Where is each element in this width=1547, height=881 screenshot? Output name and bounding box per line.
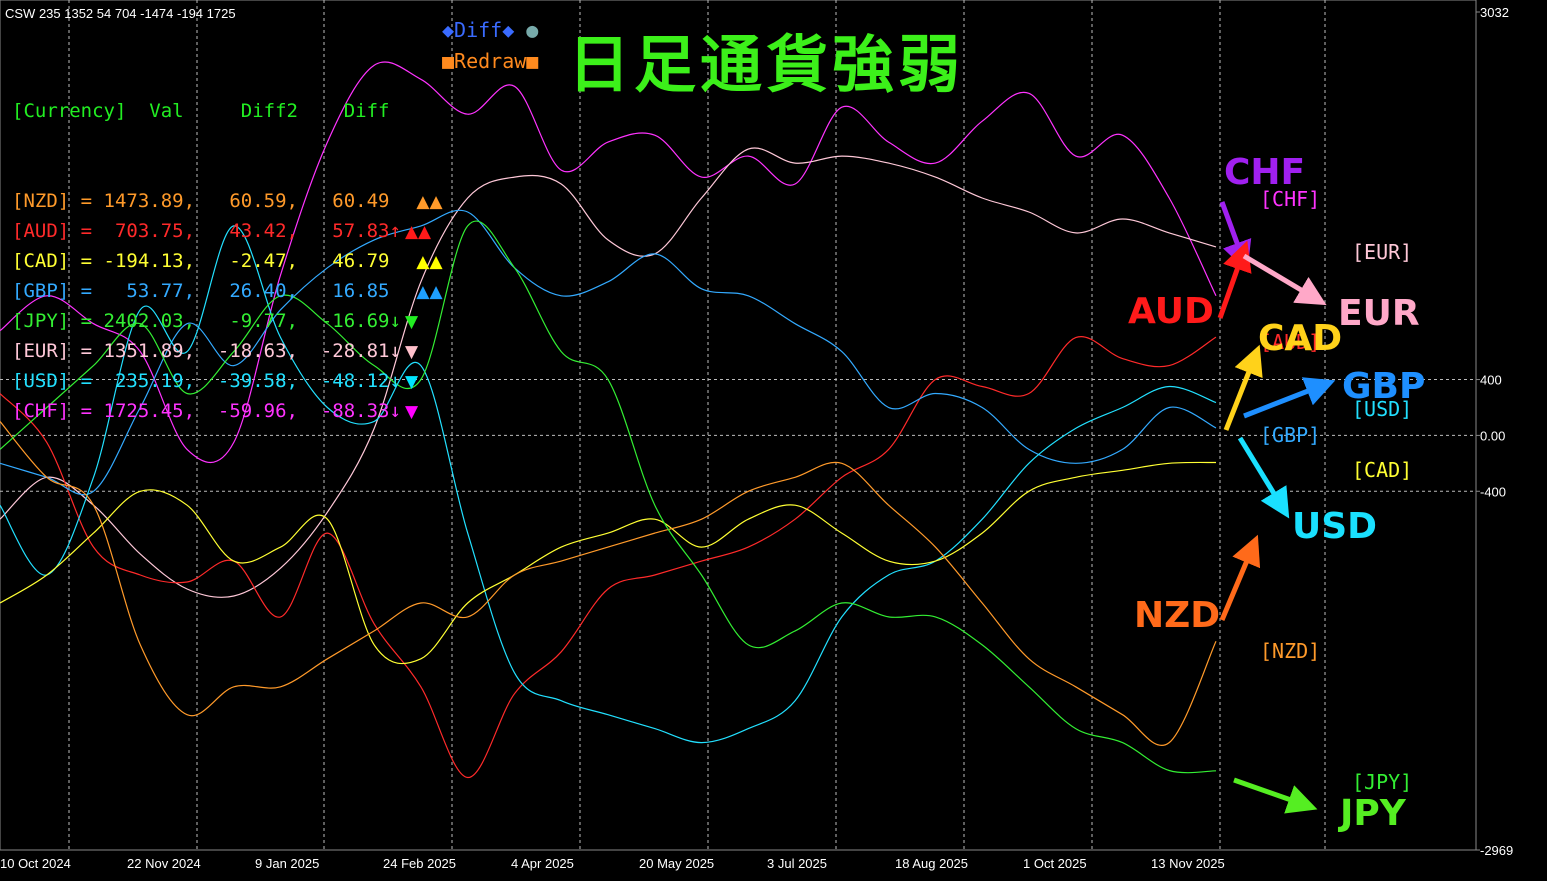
currency-big-label: NZD bbox=[1134, 595, 1220, 636]
currency-big-label: GBP bbox=[1342, 366, 1425, 407]
series-line-cad bbox=[0, 461, 1217, 665]
currency-big-label: JPY bbox=[1337, 793, 1407, 834]
dot-icon[interactable]: ● bbox=[526, 18, 539, 42]
bracket-label: [AUD] bbox=[1260, 330, 1320, 354]
bracket-label: [EUR] bbox=[1352, 240, 1412, 264]
currency-big-label: EUR bbox=[1338, 293, 1420, 334]
table-row-text: [JPY] = 2402.03, -9.77, -16.69↓ bbox=[12, 310, 401, 332]
bracket-label: [CAD] bbox=[1352, 458, 1412, 482]
bracket-label: [NZD] bbox=[1260, 639, 1320, 663]
trend-marks: ▲▲ bbox=[416, 192, 443, 212]
series-line-gbp bbox=[0, 209, 1217, 496]
y-tick-label: 3032 bbox=[1480, 5, 1509, 20]
trend-arrow bbox=[1219, 534, 1261, 621]
trend-marks: ▼ bbox=[404, 402, 419, 422]
table-row-text: [NZD] = 1473.89, 60.59, 60.49 bbox=[12, 190, 413, 212]
table-row: [NZD] = 1473.89, 60.59, 60.49 ▲▲ bbox=[12, 186, 443, 216]
table-row: [GBP] = 53.77, 26.40, 16.85 ▲▲ bbox=[12, 276, 443, 306]
redraw-button[interactable]: ■Redraw■ bbox=[442, 49, 539, 73]
table-row: [CAD] = -194.13, -2.47, 46.79 ▲▲ bbox=[12, 246, 443, 276]
series-line-jpy bbox=[0, 220, 1217, 774]
plot-frame bbox=[0, 0, 1477, 851]
table-row-text: [EUR] = 1351.89, -18.63, -28.81↓ bbox=[12, 340, 401, 362]
trend-marks: ▲▲ bbox=[404, 222, 432, 242]
table-row: [JPY] = 2402.03, -9.77, -16.69↓ ▼ bbox=[12, 306, 443, 336]
table-row: [AUD] = 703.75, 43.42, 57.83↑ ▲▲ bbox=[12, 216, 443, 246]
x-tick-label: 1 Oct 2025 bbox=[1023, 856, 1087, 871]
bracket-label: [GBP] bbox=[1260, 423, 1320, 447]
trend-arrow bbox=[1217, 240, 1252, 319]
y-tick-label: -2969 bbox=[1480, 843, 1513, 858]
currency-big-label: CHF bbox=[1224, 152, 1305, 193]
x-tick-label: 20 May 2025 bbox=[639, 856, 714, 871]
trend-marks: ▼ bbox=[404, 342, 419, 362]
x-tick-label: 18 Aug 2025 bbox=[895, 856, 968, 871]
trend-arrow bbox=[1223, 344, 1263, 431]
x-tick-label: 13 Nov 2025 bbox=[1151, 856, 1225, 871]
x-tick-label: 9 Jan 2025 bbox=[255, 856, 319, 871]
trend-arrow bbox=[1233, 777, 1318, 814]
x-tick-label: 3 Jul 2025 bbox=[767, 856, 827, 871]
chart-title: 日足通貨強弱 bbox=[568, 28, 965, 101]
x-tick-label: 10 Oct 2024 bbox=[0, 856, 71, 871]
currency-big-label: USD bbox=[1292, 506, 1377, 547]
y-tick-label: -400 bbox=[1480, 484, 1506, 499]
table-row-text: [AUD] = 703.75, 43.42, 57.83↑ bbox=[12, 220, 401, 242]
trend-marks: ▼ bbox=[404, 372, 419, 392]
series-line-usd bbox=[0, 225, 1217, 744]
table-row-text: [USD] = 235.19, -39.58, -48.12↓ bbox=[12, 370, 401, 392]
x-tick-label: 22 Nov 2024 bbox=[127, 856, 201, 871]
chart-header-text: CSW 235 1352 54 704 -1474 -194 1725 bbox=[5, 6, 236, 21]
diff-control[interactable]: ◆Diff◆ ● bbox=[442, 18, 538, 42]
trend-marks: ▲▲ bbox=[416, 252, 443, 272]
y-tick-label: 0.00 bbox=[1480, 428, 1505, 443]
bracket-label: [JPY] bbox=[1352, 770, 1412, 794]
series-line-chf bbox=[0, 61, 1217, 463]
table-row-text: [CHF] = 1725.45, -59.96, -88.33↓ bbox=[12, 400, 401, 422]
table-row-text: [GBP] = 53.77, 26.40, 16.85 bbox=[12, 280, 413, 302]
y-tick-label: 400 bbox=[1480, 373, 1502, 388]
trend-arrow bbox=[1237, 436, 1290, 519]
x-tick-label: 24 Feb 2025 bbox=[383, 856, 456, 871]
trend-arrow bbox=[1243, 377, 1336, 419]
x-tick-label: 4 Apr 2025 bbox=[511, 856, 574, 871]
trend-marks: ▼ bbox=[404, 312, 419, 332]
trend-marks: ▲▲ bbox=[416, 282, 443, 302]
trend-arrow bbox=[1242, 253, 1327, 306]
bracket-label: [USD] bbox=[1352, 397, 1412, 421]
table-row: [CHF] = 1725.45, -59.96, -88.33↓ ▼ bbox=[12, 396, 443, 426]
series-line-eur bbox=[0, 147, 1217, 598]
series-line-aud bbox=[0, 336, 1217, 779]
diff-button[interactable]: ◆Diff◆ bbox=[442, 18, 515, 42]
table-header: [Currency] Val Diff2 Diff bbox=[12, 100, 390, 122]
table-row-text: [CAD] = -194.13, -2.47, 46.79 bbox=[12, 250, 413, 272]
series-line-nzd bbox=[0, 421, 1217, 746]
currency-table: [Currency] Val Diff2 Diff [NZD] = 1473.8… bbox=[12, 36, 443, 456]
table-row: [USD] = 235.19, -39.58, -48.12↓ ▼ bbox=[12, 366, 443, 396]
currency-big-label: AUD bbox=[1128, 291, 1214, 332]
bracket-label: [CHF] bbox=[1260, 187, 1320, 211]
currency-big-label: CAD bbox=[1258, 318, 1342, 359]
table-row: [EUR] = 1351.89, -18.63, -28.81↓ ▼ bbox=[12, 336, 443, 366]
